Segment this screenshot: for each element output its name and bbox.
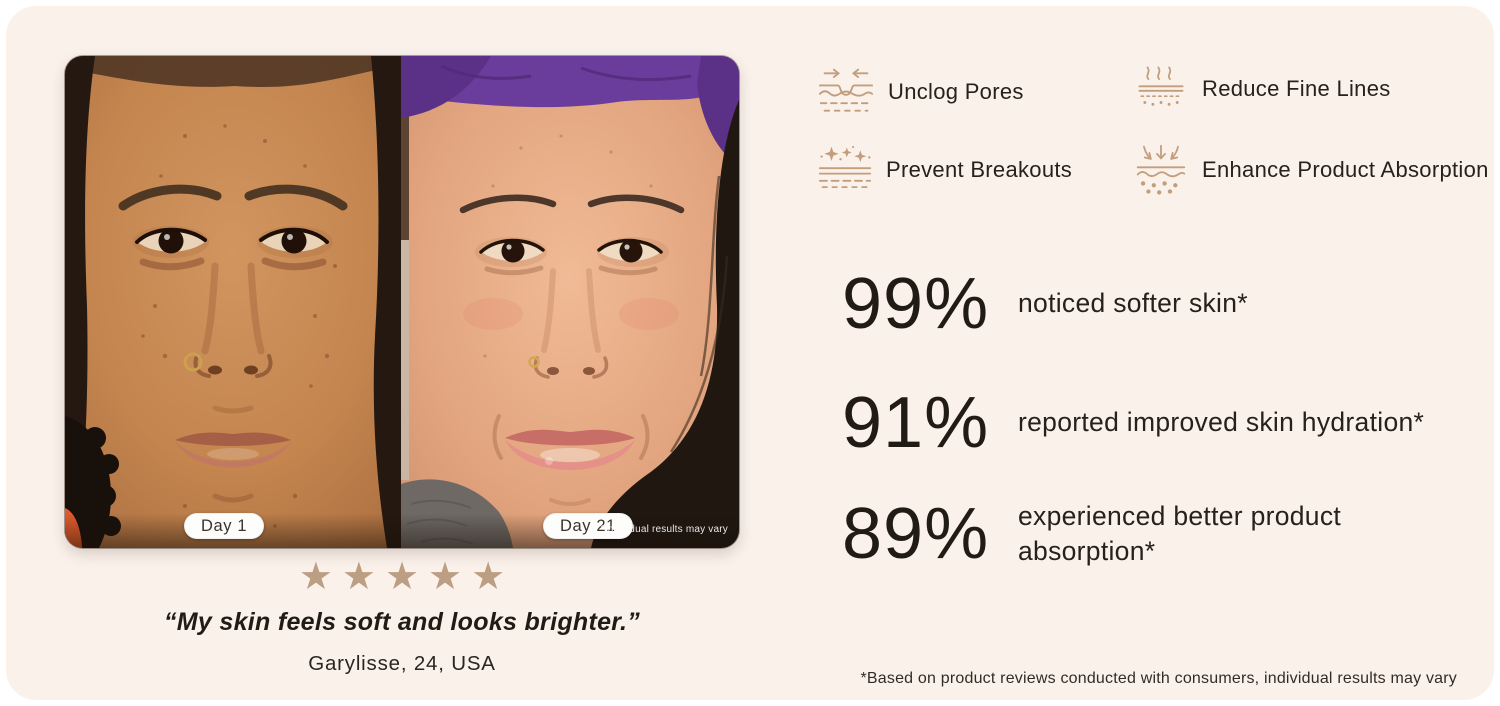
day1-badge: Day 1 [184,513,265,539]
benefit-label: Unclog Pores [888,79,1024,104]
benefit-prevent-breakouts: Prevent Breakouts [818,144,1072,196]
stat-softer-skin: 99% noticed softer skin* [842,268,1248,340]
footnote: *Based on product reviews conducted with… [860,670,1457,687]
reduce-fine-lines-icon [1138,66,1184,106]
benefit-label: Reduce Fine Lines [1202,76,1391,101]
testimonial-quote: “My skin feels soft and looks brighter.” [164,608,640,636]
after-photo-day21 [401,56,739,548]
stat-label: experienced better product absorption* [1018,500,1342,566]
benefit-label: Enhance Product Absorption [1202,157,1489,182]
before-photo-day1 [65,56,401,548]
benefit-unclog-pores: Unclog Pores [818,66,1024,118]
stat-label: reported improved skin hydration* [1018,407,1425,438]
benefit-reduce-fine-lines: Reduce Fine Lines [1134,64,1391,114]
stat-label: noticed softer skin* [1018,288,1248,319]
before-after-photo [65,56,739,548]
stat-value: 91% [842,383,990,463]
stat-value: 99% [842,264,990,344]
stat-value: 89% [842,494,990,574]
testimonial-card: Day 1 Day 21 *Individual results may var… [6,6,1494,700]
star-rating: ★★★★★ [298,554,515,598]
before-face-illustration [65,56,401,548]
day21-badge: Day 21 [543,513,633,539]
testimonial-attribution: Garylisse, 24, USA [308,652,496,675]
after-face-illustration [401,56,739,548]
enhance-product-absorption-icon [1136,144,1186,195]
prevent-breakouts-icon [818,145,872,189]
unclog-pores-icon [818,68,874,112]
stat-skin-hydration: 91% reported improved skin hydration* [842,387,1424,459]
benefit-label: Prevent Breakouts [886,157,1073,182]
stat-product-absorption: 89% experienced better product absorptio… [842,498,1418,570]
benefit-enhance-product-absorption: Enhance Product Absorption [1134,144,1489,196]
